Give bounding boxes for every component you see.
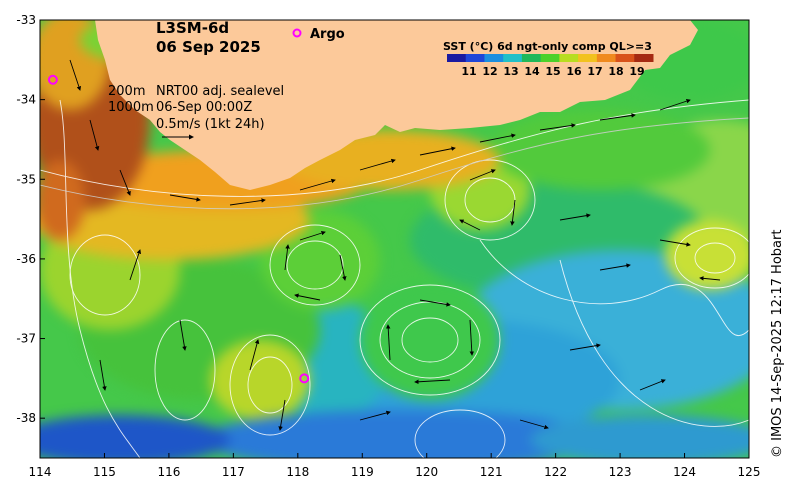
x-tick-label: 117 [222, 465, 245, 479]
colorbar-swatch [521, 54, 542, 62]
colorbar-tick-label: 12 [482, 65, 497, 78]
x-tick-label: 123 [609, 465, 632, 479]
y-tick-label: -33 [16, 13, 36, 27]
isobath-200m-label: 200m [108, 84, 145, 99]
argo-float-marker[interactable] [299, 373, 310, 384]
colorbar-tick-label: 18 [608, 65, 623, 78]
vector-scale-label: 0.5m/s (1kt 24h) [156, 117, 265, 132]
y-tick-label: -36 [16, 252, 36, 266]
argo-float-marker[interactable] [47, 74, 58, 85]
y-axis: -33 -34 -35 -36 -37 -38 [16, 13, 45, 425]
land-australia [95, 20, 698, 190]
plot-area [40, 20, 749, 458]
x-tick-label: 119 [351, 465, 374, 479]
colorbar-swatch [503, 54, 523, 62]
colorbar-tick-label: 19 [629, 65, 644, 78]
y-tick-label: -34 [16, 93, 36, 107]
colorbar-swatch [465, 54, 485, 62]
y-tick-label: -35 [16, 172, 36, 186]
map-frame [39, 19, 750, 459]
y-tick-label: -38 [16, 411, 36, 425]
x-axis: 114 115 116 117 118 119 120 121 122 123 124 125 [29, 453, 761, 479]
sea-level-contours [40, 99, 749, 458]
x-tick-label: 124 [673, 465, 696, 479]
colorbar-swatch [615, 54, 635, 62]
map-title-product: L3SM-6d [156, 19, 229, 37]
colorbar-tick-label: 11 [461, 65, 476, 78]
colorbar-swatch [484, 54, 504, 62]
colorbar-title: SST (°C) 6d ngt-only comp QL>=3 [443, 40, 652, 53]
argo-legend-label: Argo [310, 27, 345, 42]
colorbar-swatch [578, 54, 598, 62]
colorbar-swatch [447, 54, 467, 62]
map-title-date: 06 Sep 2025 [156, 38, 261, 56]
isobath-1000m-label: 1000m [108, 100, 154, 115]
colorbar-tick-label: 14 [524, 65, 540, 78]
colorbar-swatch [596, 54, 617, 62]
x-tick-label: 114 [29, 465, 52, 479]
x-tick-label: 121 [480, 465, 503, 479]
analysis-time-label: 06-Sep 00:00Z [156, 100, 252, 115]
colorbar-tick-label: 13 [503, 65, 518, 78]
colorbar-swatch [559, 54, 579, 62]
current-vectors [69, 59, 721, 431]
x-tick-label: 115 [93, 465, 116, 479]
colorbar-swatch [634, 54, 654, 62]
credit-text: © IMOS 14-Sep-2025 12:17 Hobart [770, 230, 785, 458]
colorbar-tick-label: 17 [587, 65, 602, 78]
x-tick-label: 116 [157, 465, 180, 479]
x-tick-label: 125 [738, 465, 761, 479]
argo-legend-icon [292, 28, 302, 38]
x-tick-label: 122 [544, 465, 567, 479]
sst-field [40, 20, 749, 458]
colorbar-tick-label: 16 [566, 65, 582, 78]
y-tick-label: -37 [16, 332, 36, 346]
x-tick-label: 120 [415, 465, 438, 479]
x-tick-label: 118 [286, 465, 309, 479]
colorbar-swatch [540, 54, 560, 62]
nrt-sealevel-label: NRT00 adj. sealevel [156, 84, 284, 99]
colorbar-tick-label: 15 [545, 65, 560, 78]
colorbar-ticks: 11 12 13 14 15 16 17 18 19 [461, 65, 644, 78]
sst-colorbar [447, 54, 654, 62]
